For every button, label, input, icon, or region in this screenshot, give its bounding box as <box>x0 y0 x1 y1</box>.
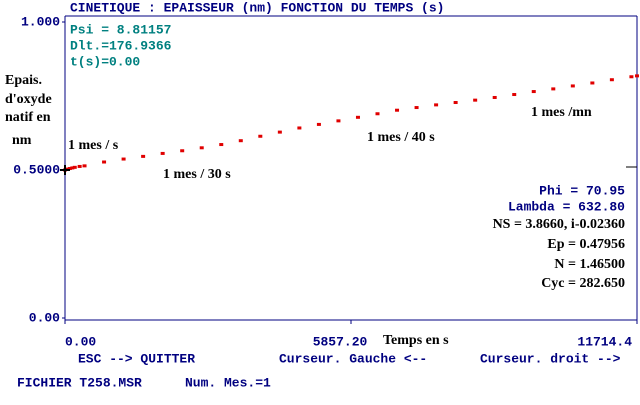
data-point <box>121 157 126 161</box>
data-point <box>258 134 263 138</box>
data-point <box>160 151 165 155</box>
key-hint: ESC --> QUITTER <box>78 351 195 366</box>
file-name: FICHIER T258.MSR <box>17 375 142 390</box>
data-point <box>199 146 204 150</box>
annotation: 1 mes / s <box>68 138 119 153</box>
data-point <box>375 112 380 116</box>
data-point <box>70 166 75 170</box>
data-point <box>82 164 87 168</box>
info-text: Cyc = 282.650 <box>541 276 625 291</box>
info-text: Phi = 70.95 <box>539 183 625 198</box>
data-point <box>434 103 439 107</box>
chart-title: CINETIQUE : EPAISSEUR (nm) FONCTION DU T… <box>70 0 444 15</box>
data-point <box>512 93 517 97</box>
y-axis-label: natif en <box>5 110 51 125</box>
data-point <box>316 122 321 126</box>
y-tick-label: 0.00 <box>29 310 60 325</box>
data-point <box>551 87 556 91</box>
y-axis-label: d'oxyde <box>5 92 52 107</box>
data-point <box>180 149 185 153</box>
data-point <box>67 167 72 171</box>
x-tick-label: 0.00 <box>65 334 96 349</box>
y-axis-label: Epais. <box>5 73 42 88</box>
x-axis-label: Temps en s <box>383 333 449 348</box>
y-axis-label: nm <box>12 133 32 148</box>
data-point <box>473 98 478 102</box>
status-text: Psi = 8.81157 <box>70 22 171 37</box>
y-tick-label: 1.000 <box>21 14 60 29</box>
data-point <box>453 101 458 105</box>
info-text: Ep = 0.47956 <box>547 237 625 252</box>
key-hint: Curseur. droit --> <box>480 351 621 366</box>
status-text: Dlt.=176.9366 <box>70 38 172 53</box>
data-point <box>590 81 595 85</box>
annotation: 1 mes / 30 s <box>163 167 231 182</box>
data-point <box>77 164 82 168</box>
y-tick-label: 0.5000 <box>13 162 60 177</box>
data-point <box>102 160 107 164</box>
status-text: t(s)=0.00 <box>70 54 140 69</box>
data-point <box>297 126 302 130</box>
x-tick-label: 11714.4 <box>577 334 632 349</box>
info-text: Lambda = 632.80 <box>508 199 625 214</box>
info-text: NS = 3.8660, i-0.02360 <box>493 217 625 232</box>
data-point <box>72 165 77 169</box>
data-point <box>219 143 224 147</box>
annotation: 1 mes / 40 s <box>367 130 435 145</box>
data-point <box>570 84 575 88</box>
data-point <box>492 95 497 99</box>
data-point <box>414 106 419 110</box>
x-tick-label: 5857.20 <box>313 334 368 349</box>
data-point <box>277 130 282 134</box>
measure-count: Num. Mes.=1 <box>185 375 271 390</box>
data-point <box>395 108 400 112</box>
info-text: N = 1.46500 <box>554 257 625 272</box>
data-point <box>141 154 146 158</box>
data-point <box>531 90 536 94</box>
data-point <box>629 75 634 79</box>
key-hint: Curseur. Gauche <-- <box>279 351 427 366</box>
data-point <box>238 139 243 143</box>
data-point <box>355 115 360 119</box>
data-point <box>634 74 639 78</box>
annotation: 1 mes /mn <box>531 105 592 120</box>
data-point <box>336 119 341 123</box>
data-point <box>609 78 614 82</box>
